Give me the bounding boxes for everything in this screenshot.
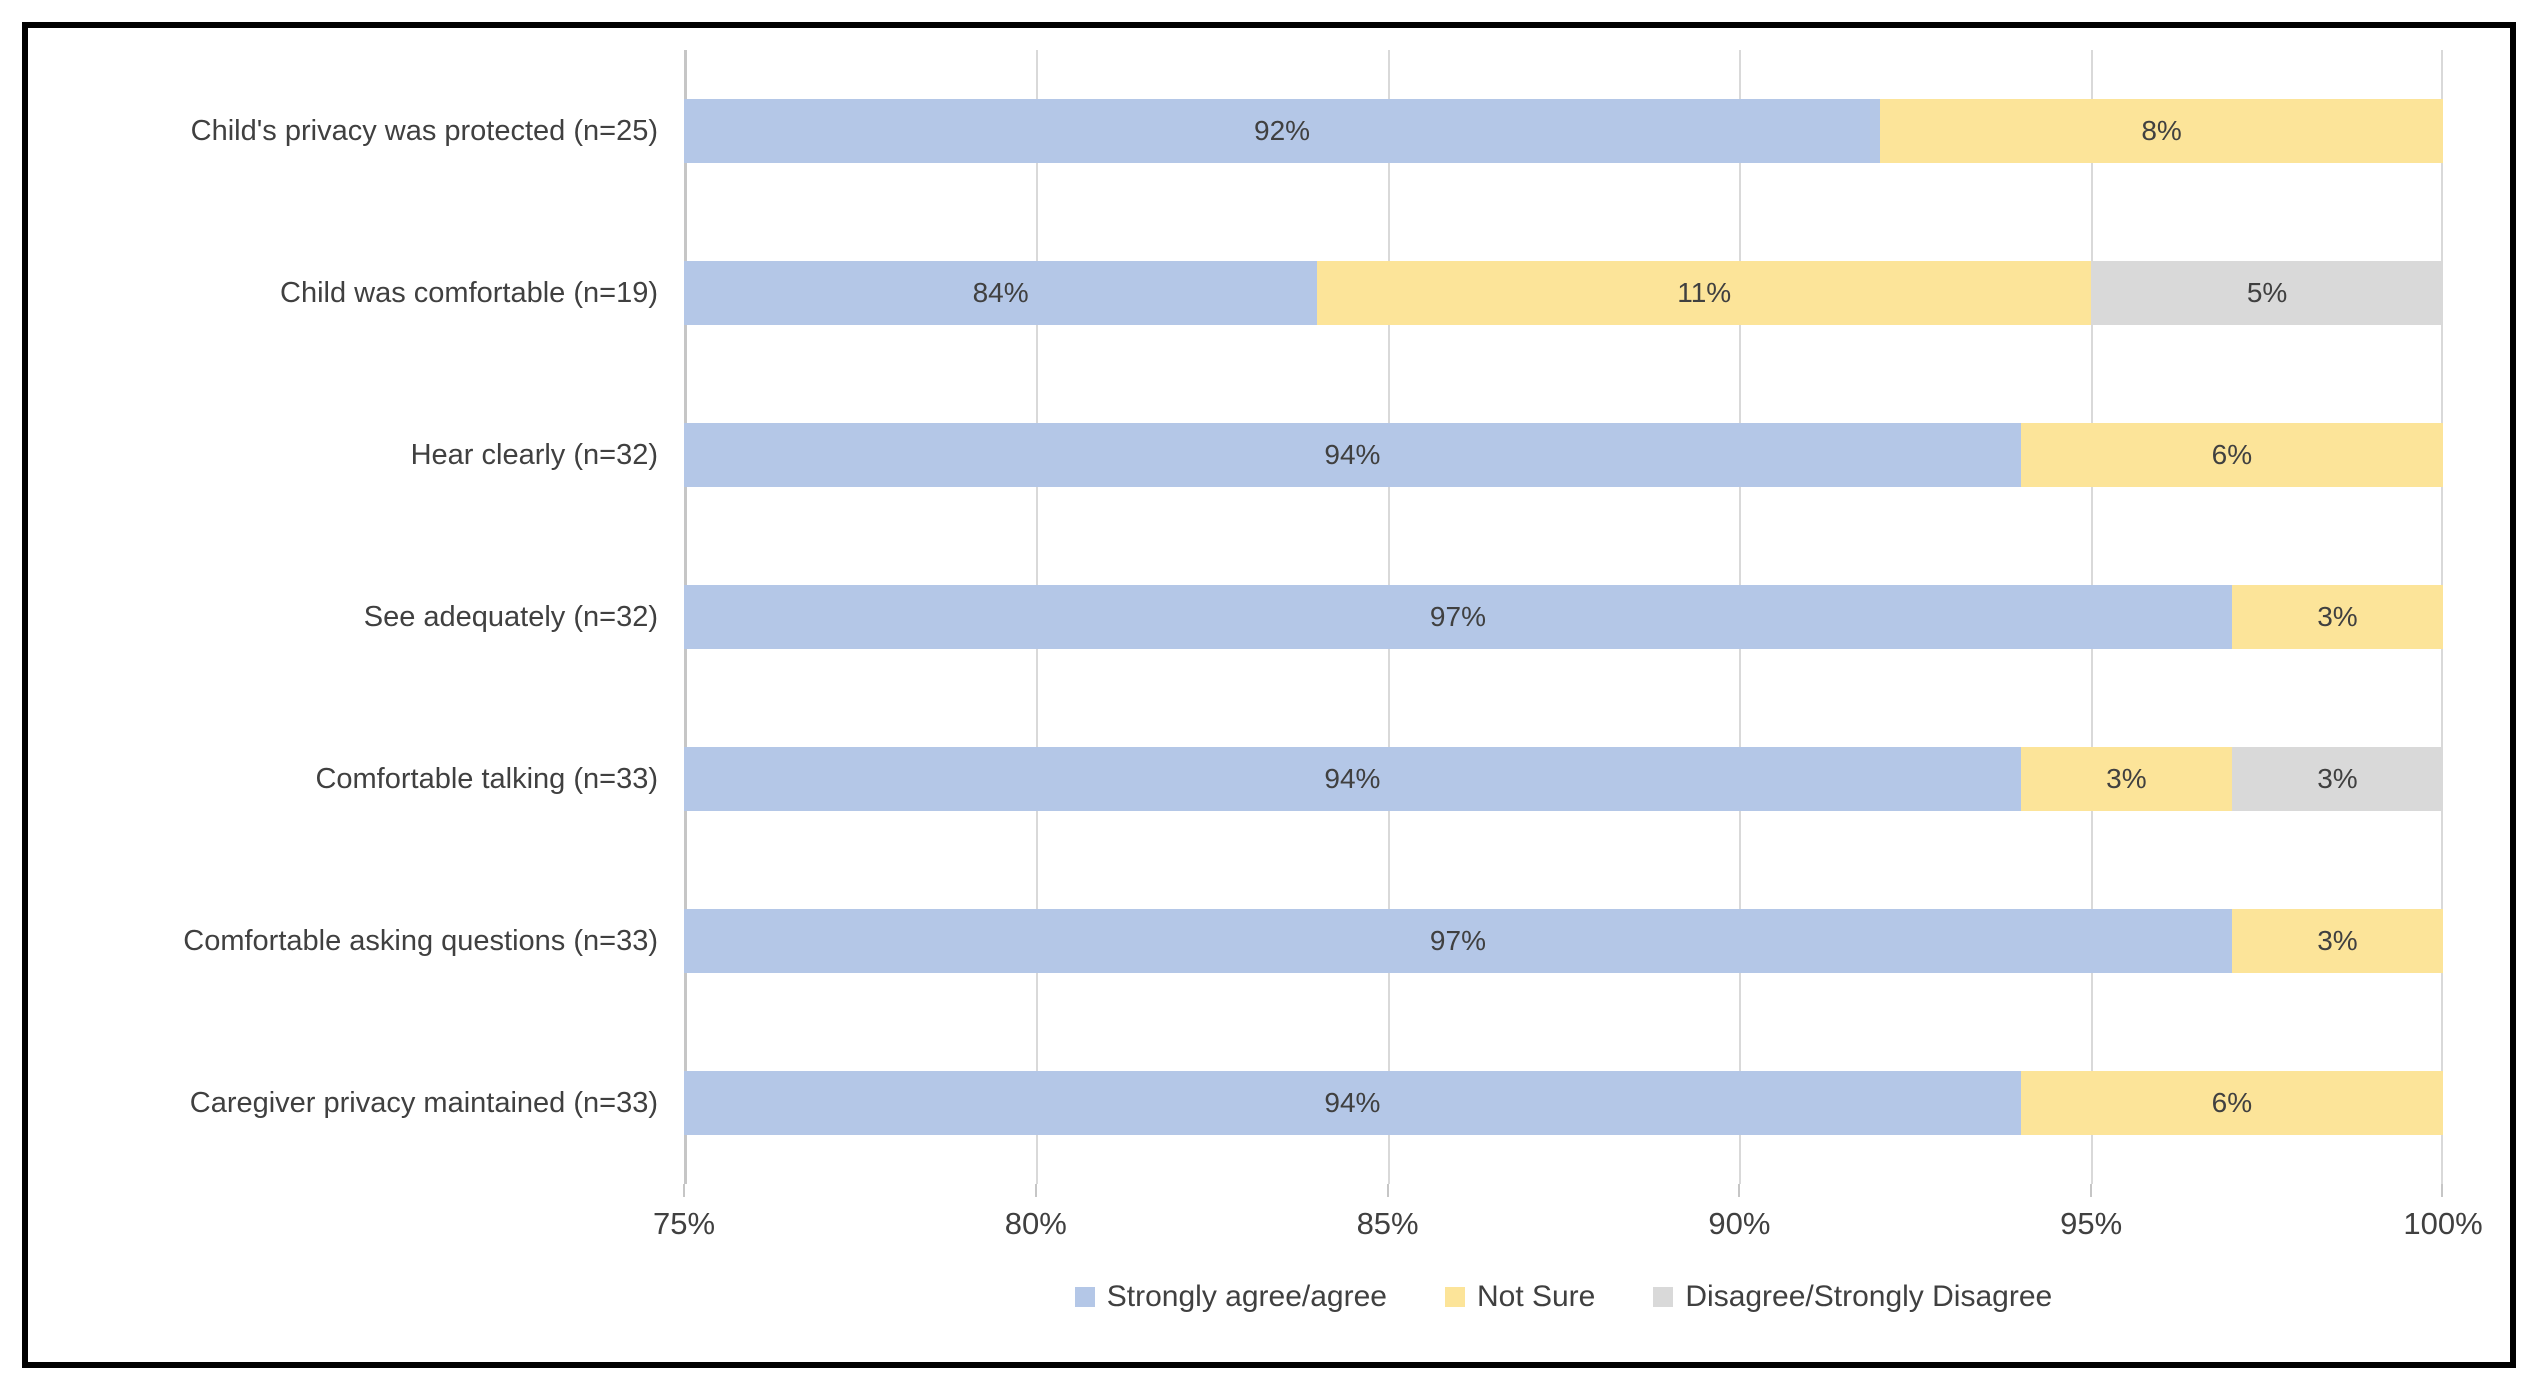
legend: Strongly agree/agree Not Sure Disagree/Str… <box>684 1280 2443 1314</box>
legend-label: Strongly agree/agree <box>1106 1280 1387 1313</box>
bar-segment-disagree-strongly-disagree: 3% <box>2231 746 2443 811</box>
data-label: 3% <box>2106 762 2147 794</box>
bar-segment-strongly-agree-agree: 97% <box>684 909 2232 973</box>
x-tick-label: 95% <box>2060 1206 2123 1241</box>
legend-item: Not Sure <box>1444 1280 1596 1314</box>
table-row: 84% 11% 5% <box>684 260 2443 325</box>
data-label: 94% <box>1324 762 1381 794</box>
category-label: Caregiver privacy maintained (n=33) <box>189 1086 658 1119</box>
bar-segment-strongly-agree-agree: 94% <box>684 1071 2021 1135</box>
data-label: 94% <box>1324 1087 1381 1118</box>
data-label: 8% <box>2141 115 2182 146</box>
data-label: 97% <box>1429 925 1486 956</box>
data-label: 6% <box>2211 1087 2253 1118</box>
axis-tick <box>2090 1184 2093 1197</box>
axis-tick <box>1386 1184 1389 1197</box>
data-label: 3% <box>2317 601 2358 632</box>
data-label: 94% <box>1324 438 1381 470</box>
bar-segment-strongly-agree-agree: 84% <box>684 260 1318 325</box>
category-axis: Child's privacy was protected (n=25) Chil… <box>28 50 658 1184</box>
axis-tick <box>1034 1184 1037 1197</box>
table-row: 94% 6% <box>684 422 2443 487</box>
axis-tick <box>683 1184 685 1197</box>
data-label: 92% <box>1254 115 1311 146</box>
x-tick-label: 100% <box>2403 1206 2483 1241</box>
bar-segment-not-sure: 3% <box>2020 746 2232 811</box>
bar-segment-not-sure: 3% <box>2231 909 2443 973</box>
bar-segment-disagree-strongly-disagree: 5% <box>2091 260 2443 325</box>
x-tick-label: 85% <box>1356 1206 1419 1241</box>
data-label: 97% <box>1429 601 1486 632</box>
bar-segment-not-sure: 3% <box>2231 585 2443 649</box>
bar-segment-strongly-agree-agree: 94% <box>684 746 2021 811</box>
x-tick-label: 90% <box>1708 1206 1771 1241</box>
x-tick-label: 80% <box>1004 1206 1067 1241</box>
data-label: 6% <box>2211 438 2253 470</box>
category-label: Hear clearly (n=32) <box>410 438 658 471</box>
legend-label: Not Sure <box>1476 1280 1596 1313</box>
legend-label: Disagree/Strongly Disagree <box>1685 1280 2053 1313</box>
data-label: 5% <box>2246 276 2288 308</box>
bar-segment-not-sure: 8% <box>1880 99 2443 163</box>
category-label: See adequately (n=32) <box>363 600 658 633</box>
data-label: 3% <box>2317 925 2358 956</box>
axis-tick <box>2441 1184 2443 1197</box>
table-row: 94% 3% 3% <box>684 746 2443 811</box>
table-row: 97% 3% <box>684 909 2443 973</box>
axis-tick <box>1738 1184 1741 1197</box>
bar-segment-not-sure: 11% <box>1317 260 2092 325</box>
legend-swatch-icon <box>1444 1287 1465 1307</box>
plot-area: 92% 8% 84% 11% 5% 94% 6% 97% 3% 94% 3% 3% 97% 3% 94% 6% <box>683 50 2443 1197</box>
bar-segment-not-sure: 6% <box>2020 1071 2443 1135</box>
table-row: 92% 8% <box>684 99 2443 163</box>
x-tick-label: 75% <box>652 1206 716 1241</box>
data-label: 3% <box>2317 762 2358 794</box>
table-row: 97% 3% <box>684 585 2443 649</box>
table-row: 94% 6% <box>684 1071 2443 1135</box>
data-label: 11% <box>1677 276 1732 308</box>
chart-frame: Child's privacy was protected (n=25) Chil… <box>22 22 2516 1368</box>
legend-swatch-icon <box>1653 1287 1674 1307</box>
legend-item: Strongly agree/agree <box>1074 1280 1387 1314</box>
x-axis: 75% 80% 85% 90% 95% 100% <box>653 1206 2483 1256</box>
category-label: Child's privacy was protected (n=25) <box>190 114 658 147</box>
legend-item: Disagree/Strongly Disagree <box>1653 1280 2052 1314</box>
category-label: Child was comfortable (n=19) <box>280 276 658 309</box>
bar-segment-strongly-agree-agree: 97% <box>684 585 2232 649</box>
category-label: Comfortable talking (n=33) <box>315 762 658 795</box>
bar-segment-not-sure: 6% <box>2020 422 2443 487</box>
bar-segment-strongly-agree-agree: 92% <box>684 99 1881 163</box>
bar-segment-strongly-agree-agree: 94% <box>684 422 2021 487</box>
category-label: Comfortable asking questions (n=33) <box>183 924 658 957</box>
data-label: 84% <box>972 276 1029 308</box>
legend-swatch-icon <box>1074 1287 1095 1307</box>
